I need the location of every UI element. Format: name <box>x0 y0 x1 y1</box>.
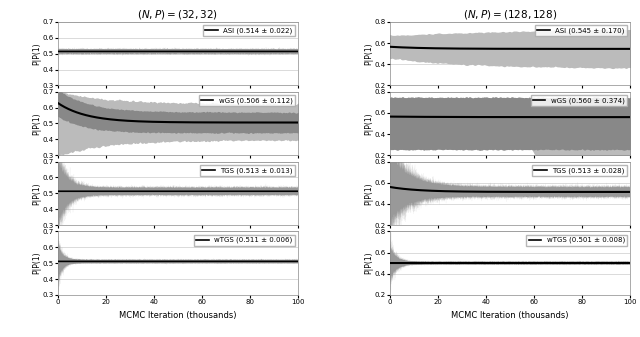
Y-axis label: P|P(1): P|P(1) <box>364 182 373 205</box>
Title: $(N, P) = (128, 128)$: $(N, P) = (128, 128)$ <box>463 8 557 21</box>
Title: $(N, P) = (32, 32)$: $(N, P) = (32, 32)$ <box>138 8 218 21</box>
X-axis label: MCMC Iteration (thousands): MCMC Iteration (thousands) <box>119 311 237 319</box>
Legend: TGS (0.513 ± 0.028): TGS (0.513 ± 0.028) <box>532 165 627 176</box>
Legend: wGS (0.506 ± 0.112): wGS (0.506 ± 0.112) <box>198 95 295 106</box>
X-axis label: MCMC Iteration (thousands): MCMC Iteration (thousands) <box>451 311 569 319</box>
Legend: wTGS (0.511 ± 0.006): wTGS (0.511 ± 0.006) <box>195 235 295 246</box>
Y-axis label: P|P(1): P|P(1) <box>32 112 41 135</box>
Legend: ASI (0.545 ± 0.170): ASI (0.545 ± 0.170) <box>535 25 627 36</box>
Y-axis label: P|P(1): P|P(1) <box>364 42 373 65</box>
Y-axis label: P|P(1): P|P(1) <box>364 252 373 274</box>
Y-axis label: P|P(1): P|P(1) <box>32 42 41 65</box>
Y-axis label: P|P(1): P|P(1) <box>32 182 41 205</box>
Y-axis label: P|P(1): P|P(1) <box>364 112 373 135</box>
Legend: wGS (0.560 ± 0.374): wGS (0.560 ± 0.374) <box>531 95 627 106</box>
Legend: wTGS (0.501 ± 0.008): wTGS (0.501 ± 0.008) <box>527 235 627 246</box>
Legend: ASI (0.514 ± 0.022): ASI (0.514 ± 0.022) <box>204 25 295 36</box>
Legend: TGS (0.513 ± 0.013): TGS (0.513 ± 0.013) <box>200 165 295 176</box>
Y-axis label: P|P(1): P|P(1) <box>32 252 41 274</box>
